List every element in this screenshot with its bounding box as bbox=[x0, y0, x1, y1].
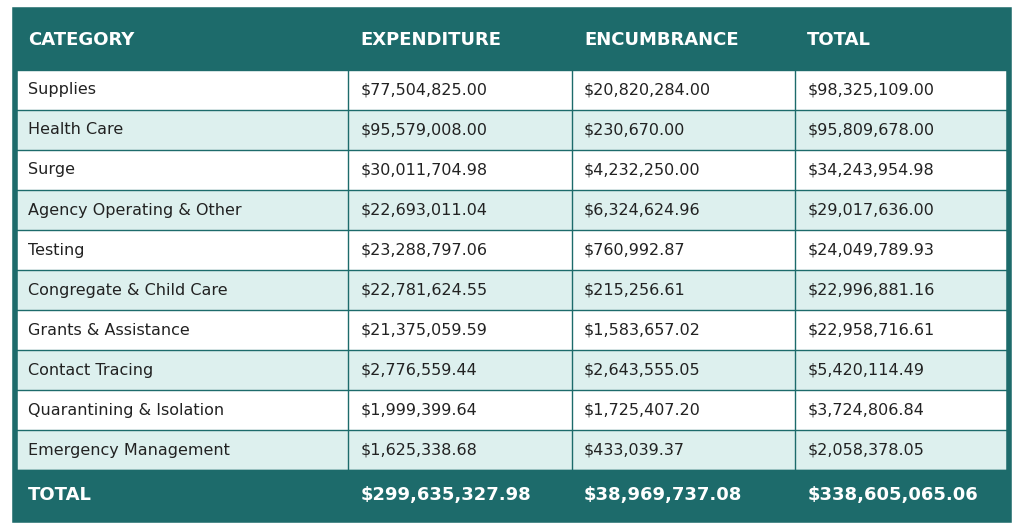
Text: Emergency Management: Emergency Management bbox=[28, 443, 229, 458]
Text: Agency Operating & Other: Agency Operating & Other bbox=[28, 202, 242, 217]
Bar bbox=[795, 430, 1009, 471]
Bar bbox=[15, 270, 348, 310]
Bar bbox=[795, 150, 1009, 190]
Text: $215,256.61: $215,256.61 bbox=[584, 282, 686, 298]
Text: Surge: Surge bbox=[28, 163, 75, 178]
Bar bbox=[571, 230, 795, 270]
Text: Congregate & Child Care: Congregate & Child Care bbox=[28, 282, 227, 298]
Text: Grants & Assistance: Grants & Assistance bbox=[28, 323, 189, 338]
Bar bbox=[15, 150, 348, 190]
Bar bbox=[795, 10, 1009, 70]
Bar bbox=[571, 310, 795, 350]
Text: $38,969,737.08: $38,969,737.08 bbox=[584, 487, 742, 505]
Text: $22,996,881.16: $22,996,881.16 bbox=[807, 282, 935, 298]
Text: $95,579,008.00: $95,579,008.00 bbox=[360, 122, 487, 137]
Text: $98,325,109.00: $98,325,109.00 bbox=[807, 82, 934, 98]
Text: Supplies: Supplies bbox=[28, 82, 95, 98]
Text: $2,058,378.05: $2,058,378.05 bbox=[807, 443, 925, 458]
Text: $1,583,657.02: $1,583,657.02 bbox=[584, 323, 700, 338]
Text: $1,725,407.20: $1,725,407.20 bbox=[584, 403, 700, 418]
Bar bbox=[15, 110, 348, 150]
Bar bbox=[795, 110, 1009, 150]
Bar bbox=[571, 471, 795, 520]
Bar bbox=[15, 230, 348, 270]
Text: $30,011,704.98: $30,011,704.98 bbox=[360, 163, 487, 178]
Text: $77,504,825.00: $77,504,825.00 bbox=[360, 82, 487, 98]
Bar bbox=[348, 230, 571, 270]
Text: TOTAL: TOTAL bbox=[28, 487, 91, 505]
Bar bbox=[571, 70, 795, 110]
Text: $299,635,327.98: $299,635,327.98 bbox=[360, 487, 531, 505]
Bar bbox=[795, 350, 1009, 390]
Bar bbox=[571, 390, 795, 430]
Text: $338,605,065.06: $338,605,065.06 bbox=[807, 487, 978, 505]
Bar bbox=[571, 350, 795, 390]
Text: $24,049,789.93: $24,049,789.93 bbox=[807, 243, 934, 258]
Text: $22,693,011.04: $22,693,011.04 bbox=[360, 202, 487, 217]
Bar bbox=[795, 390, 1009, 430]
Bar bbox=[348, 110, 571, 150]
Bar bbox=[795, 471, 1009, 520]
Bar bbox=[348, 70, 571, 110]
Text: Testing: Testing bbox=[28, 243, 84, 258]
Bar bbox=[348, 10, 571, 70]
Bar bbox=[15, 310, 348, 350]
Text: $433,039.37: $433,039.37 bbox=[584, 443, 685, 458]
Bar bbox=[15, 430, 348, 471]
Text: $6,324,624.96: $6,324,624.96 bbox=[584, 202, 700, 217]
Text: $20,820,284.00: $20,820,284.00 bbox=[584, 82, 711, 98]
Bar bbox=[15, 390, 348, 430]
Bar bbox=[571, 270, 795, 310]
Text: $4,232,250.00: $4,232,250.00 bbox=[584, 163, 700, 178]
Text: Health Care: Health Care bbox=[28, 122, 123, 137]
Text: $29,017,636.00: $29,017,636.00 bbox=[807, 202, 934, 217]
Text: EXPENDITURE: EXPENDITURE bbox=[360, 31, 502, 49]
Text: $22,958,716.61: $22,958,716.61 bbox=[807, 323, 935, 338]
Text: $21,375,059.59: $21,375,059.59 bbox=[360, 323, 487, 338]
Text: $2,776,559.44: $2,776,559.44 bbox=[360, 363, 477, 378]
Bar bbox=[795, 310, 1009, 350]
Text: $1,625,338.68: $1,625,338.68 bbox=[360, 443, 477, 458]
Bar bbox=[15, 10, 348, 70]
Text: TOTAL: TOTAL bbox=[807, 31, 871, 49]
Bar bbox=[571, 190, 795, 230]
Bar bbox=[348, 270, 571, 310]
Text: $34,243,954.98: $34,243,954.98 bbox=[807, 163, 934, 178]
Text: $230,670.00: $230,670.00 bbox=[584, 122, 685, 137]
Bar bbox=[348, 150, 571, 190]
Bar bbox=[571, 430, 795, 471]
Text: $95,809,678.00: $95,809,678.00 bbox=[807, 122, 935, 137]
Text: $2,643,555.05: $2,643,555.05 bbox=[584, 363, 700, 378]
Bar bbox=[571, 110, 795, 150]
Bar bbox=[795, 190, 1009, 230]
Bar bbox=[348, 430, 571, 471]
Text: ENCUMBRANCE: ENCUMBRANCE bbox=[584, 31, 738, 49]
Bar bbox=[348, 390, 571, 430]
Bar bbox=[795, 270, 1009, 310]
Bar bbox=[15, 350, 348, 390]
Text: $3,724,806.84: $3,724,806.84 bbox=[807, 403, 925, 418]
Text: CATEGORY: CATEGORY bbox=[28, 31, 134, 49]
Text: $22,781,624.55: $22,781,624.55 bbox=[360, 282, 487, 298]
Bar bbox=[15, 70, 348, 110]
Bar bbox=[348, 471, 571, 520]
Bar bbox=[15, 190, 348, 230]
Bar bbox=[15, 471, 348, 520]
Text: $23,288,797.06: $23,288,797.06 bbox=[360, 243, 487, 258]
Bar bbox=[571, 10, 795, 70]
Text: $760,992.87: $760,992.87 bbox=[584, 243, 685, 258]
Bar bbox=[571, 150, 795, 190]
Bar bbox=[795, 70, 1009, 110]
Bar bbox=[348, 190, 571, 230]
Bar bbox=[348, 310, 571, 350]
Text: Contact Tracing: Contact Tracing bbox=[28, 363, 153, 378]
Text: $1,999,399.64: $1,999,399.64 bbox=[360, 403, 477, 418]
Bar bbox=[795, 230, 1009, 270]
Text: $5,420,114.49: $5,420,114.49 bbox=[807, 363, 925, 378]
Text: Quarantining & Isolation: Quarantining & Isolation bbox=[28, 403, 224, 418]
Bar bbox=[348, 350, 571, 390]
